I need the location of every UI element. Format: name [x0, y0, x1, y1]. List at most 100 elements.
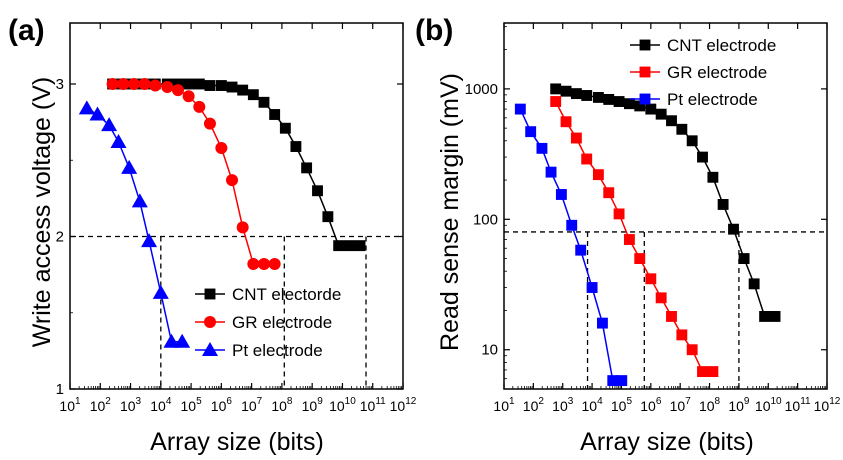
circle-marker: [106, 78, 119, 90]
x-tick-label: 1011: [785, 396, 811, 414]
x-tick-label: 105: [611, 396, 633, 414]
legend-label: Pt electrode: [232, 341, 323, 360]
x-tick-label: 101: [493, 396, 515, 414]
y-tick-label: 3: [56, 76, 64, 93]
square-marker: [759, 311, 771, 322]
x-tick-label: 109: [728, 396, 750, 414]
y-tick-label: 1: [56, 381, 64, 398]
square-marker: [215, 80, 227, 91]
y-tick-label: 10: [481, 342, 498, 359]
panel-a-plot-frame: [69, 22, 404, 390]
x-tick-label: 103: [120, 396, 142, 414]
square-marker: [312, 185, 323, 197]
square-marker: [592, 91, 604, 103]
square-marker: [738, 253, 750, 265]
circle-marker: [193, 100, 206, 113]
circle-marker: [268, 257, 281, 270]
square-marker: [581, 153, 593, 165]
x-tick-label: 104: [150, 396, 172, 414]
square-marker: [697, 151, 708, 163]
square-marker: [613, 96, 625, 107]
panel-a-legend: CNT electorde GR electrode Pt electrode: [195, 285, 341, 360]
y-tick-label: 2: [56, 229, 64, 246]
x-tick-label: 102: [523, 396, 545, 414]
square-marker: [697, 366, 708, 378]
circle-marker: [161, 81, 174, 94]
circle-marker: [127, 78, 140, 90]
square-marker: [514, 103, 526, 115]
square-marker: [603, 93, 615, 105]
square-marker: [247, 89, 259, 101]
panel-a-series: [78, 78, 366, 348]
square-marker: [536, 142, 548, 154]
square-marker: [237, 84, 249, 96]
square-marker: [655, 108, 667, 120]
x-tick-label: 1010: [329, 396, 356, 414]
x-tick-label: 107: [241, 396, 263, 414]
square-marker: [570, 132, 582, 144]
panel-a-write-access-voltage: (a) Write access voltage (V) Array size …: [8, 14, 417, 456]
x-tick-label: 1012: [390, 396, 417, 414]
square-marker: [279, 122, 291, 134]
triangle-marker: [89, 106, 106, 121]
circle-marker: [215, 142, 228, 155]
triangle-marker: [152, 284, 169, 299]
square-marker: [676, 123, 688, 135]
square-marker: [592, 169, 604, 181]
triangle-marker: [131, 193, 148, 208]
square-marker: [586, 282, 598, 293]
circle-marker: [182, 90, 195, 103]
series-line: [86, 107, 183, 343]
x-tick-label: 103: [552, 396, 574, 414]
square-marker: [550, 83, 562, 95]
square-marker: [639, 39, 651, 51]
x-tick-label: 107: [670, 396, 692, 414]
square-marker: [676, 329, 688, 341]
panel-a-axis-ticks: 101 102 103 104 105 106 107 108 109 1010 1011 1012 1…: [56, 23, 417, 414]
square-marker: [545, 166, 557, 178]
square-marker: [634, 100, 646, 112]
x-tick-label: 104: [582, 396, 604, 414]
triangle-marker: [121, 159, 138, 174]
panel-b-reference-lines: [504, 231, 827, 389]
square-marker: [290, 141, 302, 152]
x-tick-label: 105: [181, 396, 203, 414]
circle-marker: [204, 316, 216, 328]
x-tick-label: 1011: [360, 396, 386, 414]
square-marker: [769, 311, 781, 322]
panel-b-label: (b): [415, 14, 453, 47]
square-marker: [616, 375, 628, 387]
legend-label: Pt electrode: [667, 90, 758, 109]
square-marker: [258, 96, 270, 108]
legend-label: GR electrode: [232, 313, 332, 332]
square-marker: [666, 311, 677, 322]
square-marker: [634, 253, 646, 265]
square-marker: [623, 98, 635, 110]
square-marker: [193, 78, 205, 90]
legend-label: CNT electrode: [667, 36, 776, 55]
square-marker: [603, 187, 615, 199]
square-marker: [204, 288, 216, 300]
panel-b-x-axis-title: Array size (bits): [580, 428, 754, 456]
legend-label: CNT electorde: [232, 285, 341, 304]
x-tick-label: 102: [90, 396, 112, 414]
circle-marker: [247, 257, 260, 270]
x-tick-label: 108: [699, 396, 721, 414]
panel-b-read-sense-margin: (b) Read sense margin (mV) Array size (b…: [415, 14, 841, 456]
x-tick-label: 1010: [755, 396, 782, 414]
circle-marker: [257, 257, 270, 270]
square-marker: [707, 171, 719, 183]
square-marker: [596, 317, 608, 329]
square-marker: [204, 80, 216, 91]
circle-marker: [138, 78, 151, 90]
x-tick-label: 106: [211, 396, 233, 414]
y-tick-label: 1000: [465, 81, 498, 98]
panel-a-x-axis-title: Array size (bits): [150, 428, 324, 456]
square-marker: [639, 93, 651, 105]
triangle-marker: [110, 133, 127, 148]
circle-marker: [117, 78, 130, 90]
circle-marker: [149, 79, 162, 92]
square-marker: [322, 211, 334, 223]
square-marker: [354, 240, 366, 252]
